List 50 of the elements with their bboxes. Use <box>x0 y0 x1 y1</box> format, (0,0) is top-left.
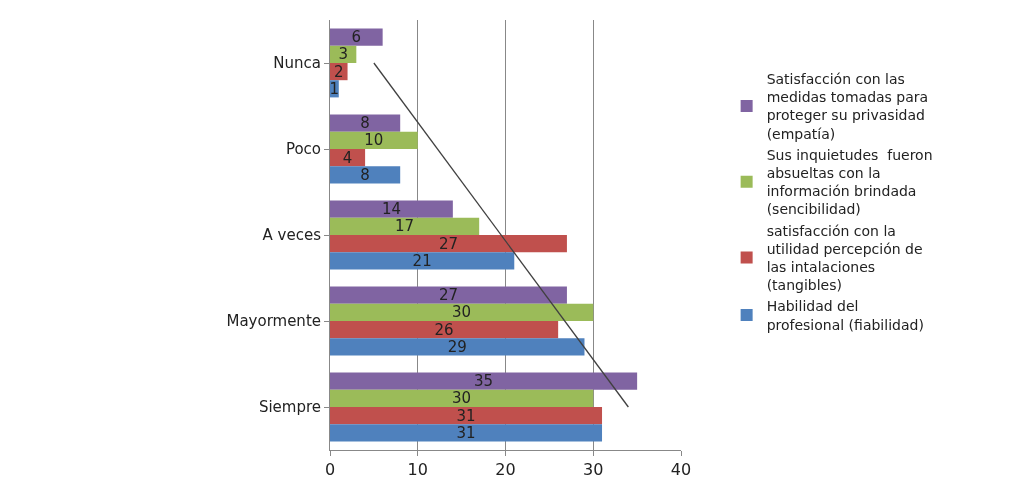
data-label: 27 <box>438 234 459 253</box>
legend-label: Satisfacción con las medidas tomadas para proteger su privasidad (empatía) <box>766 71 929 142</box>
data-label: 3 <box>338 45 348 64</box>
x-tick-label: 0 <box>324 460 336 480</box>
x-tick-label: 20 <box>495 460 516 480</box>
data-label: 29 <box>447 337 467 356</box>
y-tick-label: Siempre <box>258 398 321 417</box>
bar <box>330 407 603 425</box>
data-label: 21 <box>412 251 432 270</box>
data-label: 6 <box>351 28 362 47</box>
data-label: 30 <box>452 389 472 408</box>
bar <box>330 338 585 356</box>
bar <box>330 424 603 442</box>
x-tick-label: 10 <box>407 460 428 480</box>
data-label: 8 <box>360 165 370 184</box>
bar <box>330 286 567 304</box>
bar <box>330 166 401 184</box>
bar <box>330 321 559 339</box>
x-tick-label: 40 <box>670 460 692 480</box>
data-label: 31 <box>456 423 476 442</box>
data-label: 31 <box>456 406 476 425</box>
data-label: 14 <box>381 200 401 219</box>
bar <box>330 372 638 390</box>
bar <box>330 252 515 270</box>
bar <box>330 114 401 132</box>
data-label: 17 <box>395 217 415 236</box>
y-tick-label: Mayormente <box>226 312 321 331</box>
y-tick-label: A veces <box>262 226 322 245</box>
bar <box>330 131 418 149</box>
bar <box>330 217 480 235</box>
legend-label: Sus inquietudes fueron absueltas con la información brindada (sencibilidad) <box>766 146 933 218</box>
bar <box>330 389 594 407</box>
bar <box>330 303 594 321</box>
x-tick-label: 30 <box>583 460 604 480</box>
bar <box>330 235 567 253</box>
data-label: 27 <box>438 286 459 305</box>
bar <box>330 200 453 218</box>
legend-label: satisfacción con la utilidad percepción de las intalaciones (tangibles) <box>766 222 923 294</box>
data-label: 35 <box>474 372 494 391</box>
data-label: 1 <box>329 79 340 98</box>
data-label: 26 <box>434 320 454 339</box>
data-label: 4 <box>342 148 353 167</box>
data-label: 8 <box>360 114 370 133</box>
data-label: 2 <box>334 62 344 81</box>
legend-label: Habilidad del profesional (fiabilidad) <box>766 298 924 333</box>
y-tick-label: Poco <box>285 140 321 159</box>
bar <box>330 28 383 46</box>
data-label: 30 <box>452 303 472 322</box>
y-tick-label: Nunca <box>273 54 321 73</box>
data-label: 10 <box>364 131 384 150</box>
